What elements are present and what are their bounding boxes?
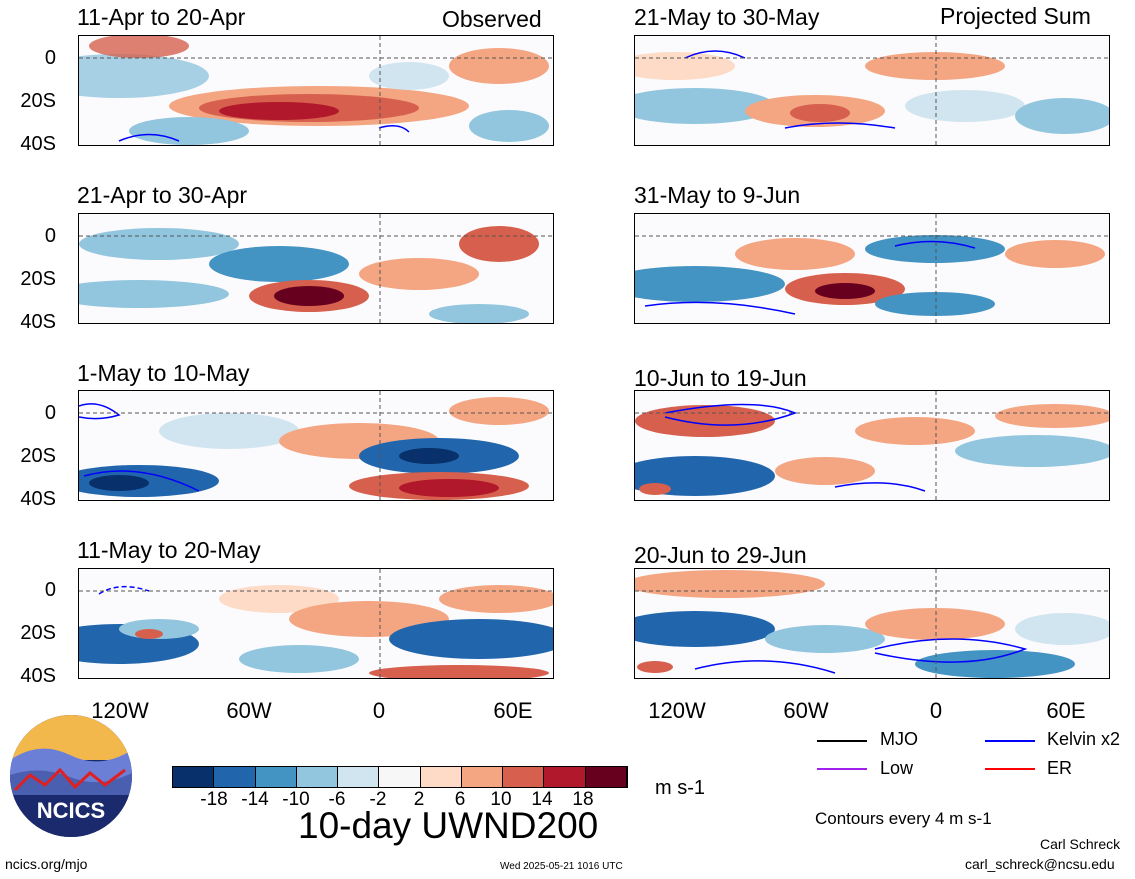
x-tick: 120W — [648, 698, 706, 723]
panel-title-right-4: 20-Jun to 29-Jun — [634, 542, 807, 568]
ncics-logo: NCICS — [10, 715, 132, 837]
logo-text: NCICS — [36, 798, 106, 823]
legend-line-low — [817, 768, 867, 770]
uwind-field — [79, 569, 553, 678]
colorbar-swatch — [503, 767, 545, 787]
colorbar-tick: -6 — [328, 789, 346, 810]
projected-sum-label: Projected Sum — [940, 3, 1091, 29]
colorbar-tick: 6 — [454, 789, 466, 810]
colorbar-units: m s-1 — [655, 777, 705, 799]
y-tick: 0 — [44, 47, 56, 69]
legend-label-er: ER — [1047, 758, 1073, 778]
y-tick: 40S — [20, 311, 56, 333]
uwind-field — [79, 36, 553, 145]
y-tick: 20S — [20, 622, 56, 644]
y-tick: 20S — [20, 90, 56, 112]
colorbar-tick: 2 — [413, 789, 425, 810]
x-tick: 0 — [929, 698, 943, 723]
y-tick: 0 — [44, 402, 56, 424]
uwind-field — [79, 214, 553, 323]
colorbar-swatch — [585, 767, 627, 787]
panel-title-left-3: 1-May to 10-May — [77, 360, 250, 386]
colorbar-swatch — [255, 767, 297, 787]
footer-author: Carl Schreck — [1040, 836, 1121, 852]
y-tick: 20S — [20, 445, 56, 467]
y-tick: 40S — [20, 133, 56, 155]
x-tick: 60W — [226, 698, 272, 723]
legend-line-er — [985, 768, 1035, 770]
x-tick: 60W — [783, 698, 829, 723]
colorbar — [172, 766, 628, 788]
colorbar-tick: -18 — [200, 789, 228, 810]
colorbar-swatch — [173, 767, 215, 787]
panel-title-right-1: 21-May to 30-May — [634, 4, 820, 30]
uwind-field — [635, 214, 1109, 323]
footer-email: carl_schreck@ncsu.edu — [965, 856, 1115, 872]
observed-label: Observed — [442, 6, 542, 32]
uwind-field — [635, 569, 1109, 678]
colorbar-swatch — [214, 767, 256, 787]
map-panel-left-2 — [78, 213, 554, 324]
y-tick: 40S — [20, 665, 56, 687]
legend-label-kelvin: Kelvin x2 — [1047, 729, 1121, 749]
map-panel-right-2 — [634, 213, 1110, 324]
panel-title-left-1: 11-Apr to 20-Apr — [77, 4, 246, 30]
main-title: 10-day UWND200 — [298, 805, 599, 846]
y-tick: 0 — [44, 579, 56, 601]
map-panel-left-3 — [78, 390, 554, 501]
colorbar-swatch — [379, 767, 421, 787]
colorbar-swatch — [461, 767, 504, 787]
colorbar-swatch — [296, 767, 339, 787]
colorbar-tick: 10 — [490, 789, 512, 810]
footer-url: ncics.org/mjo — [5, 856, 88, 872]
map-panel-right-4 — [634, 568, 1110, 679]
y-tick: 40S — [20, 488, 56, 510]
uwind-field — [79, 391, 553, 500]
colorbar-tick: -2 — [369, 789, 387, 810]
panel-title-right-2: 31-May to 9-Jun — [634, 182, 801, 208]
panel-title-right-3: 10-Jun to 19-Jun — [634, 365, 807, 391]
map-panel-right-1 — [634, 35, 1110, 146]
x-tick: 60E — [1046, 698, 1086, 723]
map-panel-right-3 — [634, 390, 1110, 501]
colorbar-swatch — [544, 767, 586, 787]
legend-label-mjo: MJO — [880, 729, 918, 749]
colorbar-swatch — [420, 767, 462, 787]
legend-label-low: Low — [880, 758, 914, 778]
legend-line-kelvin — [985, 740, 1035, 742]
y-tick: 20S — [20, 268, 56, 290]
legend-line-mjo — [817, 740, 867, 742]
contours-note: Contours every 4 m s-1 — [815, 809, 992, 828]
uwind-field — [635, 391, 1109, 500]
colorbar-tick: -14 — [241, 789, 269, 810]
panel-title-left-4: 11-May to 20-May — [77, 537, 261, 563]
uwind-field — [635, 36, 1109, 145]
map-panel-left-4 — [78, 568, 554, 679]
colorbar-tick: 14 — [531, 789, 553, 810]
panel-title-left-2: 21-Apr to 30-Apr — [77, 182, 248, 208]
colorbar-swatch — [338, 767, 380, 787]
x-tick: 120W — [91, 698, 149, 723]
colorbar-tick: 18 — [572, 789, 594, 810]
y-tick: 0 — [44, 225, 56, 247]
footer-timestamp: Wed 2025-05-21 1016 UTC — [500, 861, 623, 872]
colorbar-tick: -10 — [282, 789, 310, 810]
x-tick: 0 — [372, 698, 386, 723]
map-panel-left-1 — [78, 35, 554, 146]
x-tick: 60E — [493, 698, 533, 723]
